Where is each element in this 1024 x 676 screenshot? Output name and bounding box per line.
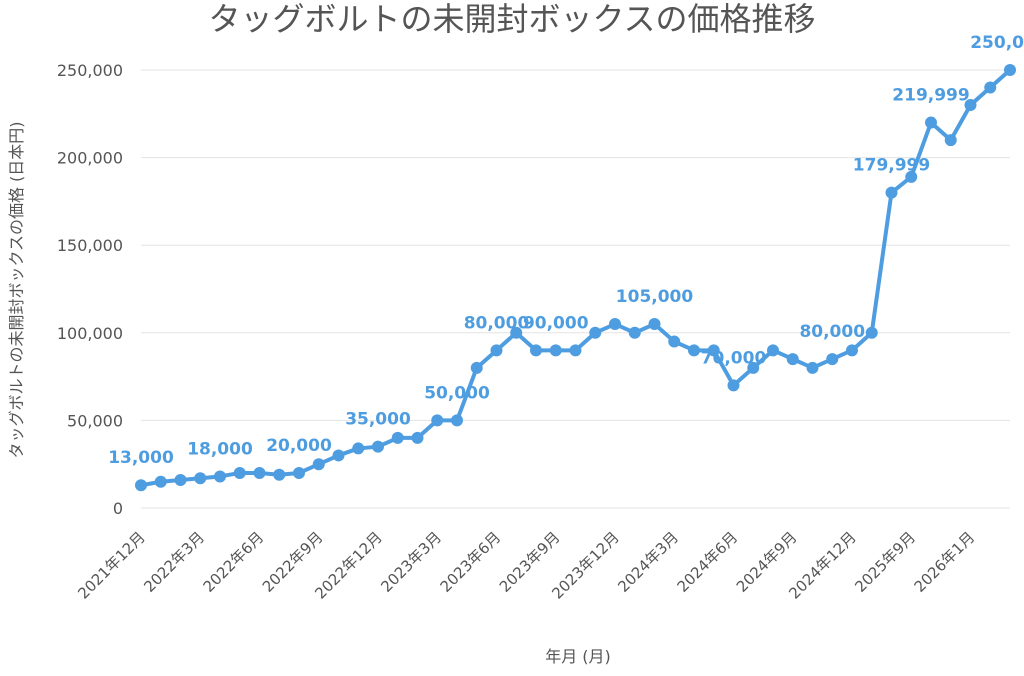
data-label: 35,000 (345, 410, 411, 430)
data-point (510, 326, 523, 339)
data-point (786, 353, 799, 366)
data-point (925, 116, 937, 129)
y-tick-label: 150,000 (57, 236, 123, 255)
data-point (273, 468, 286, 481)
x-axis-title: 年月 (月) (545, 647, 611, 666)
data-point (707, 344, 720, 357)
y-tick-label: 0 (113, 499, 123, 518)
data-point (688, 344, 700, 357)
data-point (530, 344, 542, 357)
data-point (589, 326, 602, 339)
x-tick-label: 2026年1月 (911, 528, 979, 596)
data-point (1004, 64, 1016, 76)
data-point (747, 361, 760, 374)
data-label: 18,000 (187, 439, 253, 459)
x-tick-label: 2023年6月 (437, 528, 505, 596)
data-point (885, 186, 898, 199)
price-series-line (139, 68, 1012, 488)
x-tick-label: 2022年6月 (200, 528, 268, 596)
data-point (668, 335, 681, 348)
data-point (549, 344, 562, 357)
data-label: 20,000 (266, 436, 332, 456)
data-label: 13,000 (108, 448, 174, 468)
data-label: 80,000 (799, 322, 865, 342)
data-point (490, 344, 503, 357)
data-point (984, 81, 997, 94)
y-axis-ticks: 0 50,000 100,000 150,000 200,000 250,000 (57, 61, 123, 518)
data-label: 70,000 (701, 348, 767, 368)
data-label: 90,000 (523, 313, 589, 333)
data-label: 250,0 (970, 33, 1024, 53)
data-label: 179,999 (853, 156, 930, 176)
data-label: 219,999 (892, 86, 969, 106)
x-tick-label: 2023年3月 (377, 528, 445, 596)
x-axis-ticks: 2021年12月2022年3月2022年6月2022年9月2022年12月202… (74, 528, 978, 602)
data-point (352, 442, 365, 455)
data-point (194, 472, 207, 485)
data-point (944, 134, 957, 147)
data-point (233, 466, 246, 479)
data-point (451, 414, 463, 427)
x-tick-label: 2021年12月 (74, 528, 148, 602)
y-tick-label: 100,000 (57, 324, 123, 343)
data-point (431, 414, 444, 427)
data-point (905, 170, 918, 183)
x-tick-label: 2024年3月 (614, 528, 682, 596)
data-point (154, 475, 167, 488)
data-point (964, 99, 977, 112)
data-label: 105,000 (616, 287, 694, 307)
data-point (174, 473, 187, 486)
data-point (806, 361, 819, 374)
chart-title: タッグボルトの未開封ボックスの価格推移 (208, 0, 815, 38)
data-point (135, 479, 147, 492)
data-point (569, 344, 582, 357)
data-point (648, 318, 661, 331)
data-labels: 13,000 18,000 20,00035,00050,00080,00090,0… (108, 33, 1024, 468)
data-point (332, 449, 345, 462)
y-tick-label: 200,000 (57, 149, 123, 168)
data-point (846, 344, 858, 357)
data-point (411, 431, 424, 444)
data-point (293, 466, 305, 479)
data-point (391, 431, 404, 444)
data-point (865, 326, 878, 339)
data-label: 80,000 (464, 313, 530, 333)
data-point (628, 326, 641, 339)
data-point (826, 353, 839, 366)
y-tick-label: 250,000 (57, 61, 123, 80)
y-tick-label: 50,000 (67, 411, 123, 430)
x-tick-label: 2024年6月 (674, 528, 742, 596)
data-points (135, 64, 1016, 492)
data-point (609, 318, 621, 331)
data-point (727, 379, 740, 392)
data-point (253, 466, 266, 479)
data-point (470, 361, 483, 374)
data-label: 50,000 (424, 383, 490, 403)
grid-lines (141, 69, 1010, 509)
x-tick-label: 2025年9月 (851, 528, 919, 596)
data-point (372, 440, 384, 453)
y-axis-title: タッグボルトの未開封ボックスの価格 (日本円) (7, 121, 26, 458)
data-point (214, 470, 226, 483)
data-point (312, 458, 325, 471)
x-tick-label: 2022年3月 (140, 528, 208, 596)
data-point (767, 344, 779, 357)
